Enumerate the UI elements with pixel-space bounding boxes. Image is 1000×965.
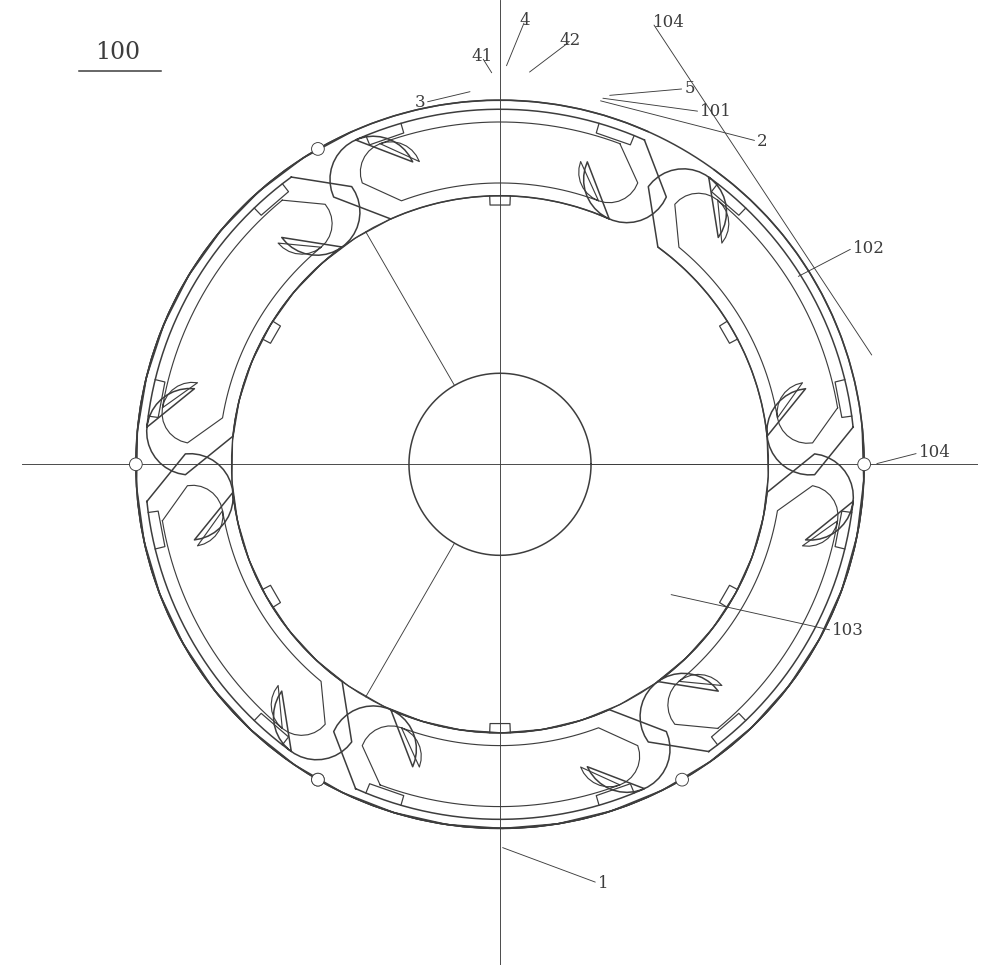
Text: 102: 102 [853, 239, 885, 257]
Text: 100: 100 [95, 41, 140, 64]
Text: 104: 104 [652, 14, 684, 31]
Text: 3: 3 [414, 94, 425, 111]
Circle shape [676, 773, 688, 786]
Text: 104: 104 [919, 445, 951, 461]
Text: 2: 2 [757, 132, 768, 150]
Text: 103: 103 [832, 621, 864, 639]
Text: 5: 5 [684, 80, 695, 97]
Text: 41: 41 [471, 48, 492, 66]
Circle shape [312, 773, 324, 786]
Text: 42: 42 [560, 33, 581, 49]
Circle shape [312, 773, 324, 786]
Text: 101: 101 [700, 103, 732, 120]
Circle shape [129, 458, 142, 471]
Circle shape [312, 143, 324, 155]
Circle shape [858, 458, 871, 471]
Text: 4: 4 [520, 12, 530, 29]
Text: 1: 1 [598, 874, 608, 892]
